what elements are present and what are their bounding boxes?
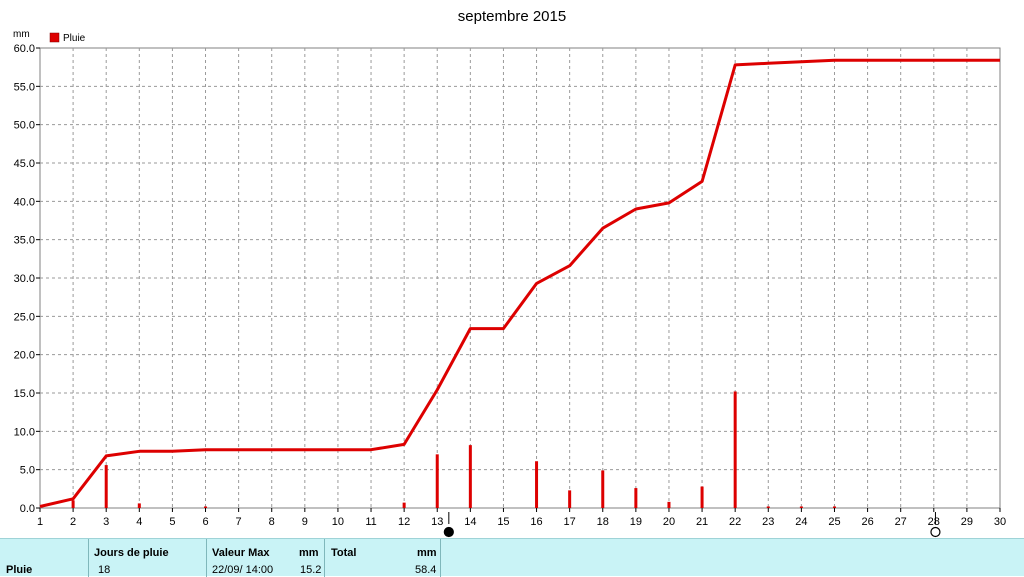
max-value-header: Valeur Max [212,547,270,559]
y-tick-label: 25.0 [14,311,35,323]
total-value: 58.4 [415,564,437,576]
x-tick-label: 30 [994,516,1006,528]
x-tick-label: 24 [795,516,807,528]
x-tick-label: 13 [431,516,443,528]
daily-rain-bar [204,506,208,508]
max-value-unit: mm [299,547,319,559]
footer-divider [88,539,89,577]
footer-divider [206,539,207,577]
y-tick-label: 0.0 [20,503,35,515]
full-moon-icon [443,526,454,538]
daily-rain-bar [733,391,737,508]
x-tick-label: 3 [103,516,109,528]
y-tick-label: 35.0 [14,235,35,247]
y-tick-label: 15.0 [14,388,35,400]
daily-rain-bars [71,391,836,508]
legend-label: Pluie [63,33,86,44]
x-tick-label: 25 [828,516,840,528]
rain-chart: septembre 2015 mm Pluie 0.05.010.015.020… [13,8,1006,538]
x-tick-label: 4 [136,516,142,528]
rain-days-header: Jours de pluie [94,547,169,559]
x-tick-label: 27 [895,516,907,528]
chart-title: septembre 2015 [458,8,566,25]
y-tick-label: 10.0 [14,426,35,438]
daily-rain-bar [468,445,472,508]
total-header: Total [331,547,357,559]
daily-rain-bar [402,502,406,508]
footer-divider [440,539,441,577]
x-tick-label: 5 [169,516,175,528]
y-tick-label: 50.0 [14,120,35,132]
y-tick-label: 55.0 [14,81,35,93]
x-tick-label: 28 [928,516,940,528]
x-tick-label: 15 [497,516,509,528]
daily-rain-bar [766,506,770,508]
daily-rain-bar [799,506,803,508]
footer-divider [324,539,325,577]
legend-swatch [49,32,60,43]
x-tick-label: 22 [729,516,741,528]
x-tick-label: 21 [696,516,708,528]
daily-rain-bar [700,486,704,508]
moon-phase-markers [443,512,941,538]
y-axis: 0.0 5.0 10.0 15.0 20.0 25.0 30.0 35.0 40.0 45.0 50… [14,43,40,515]
x-tick-label: 8 [269,516,275,528]
x-tick-label: 20 [663,516,675,528]
daily-rain-bar [535,461,539,508]
y-tick-label: 30.0 [14,273,35,285]
x-tick-label: 7 [236,516,242,528]
footer-row-label: Pluie [6,564,33,576]
x-tick-label: 2 [70,516,76,528]
x-tick-label: 16 [530,516,542,528]
y-tick-label: 45.0 [14,158,35,170]
daily-rain-bar [667,501,671,508]
y-unit-label: mm [13,29,30,40]
x-tick-label: 18 [597,516,609,528]
x-tick-label: 23 [762,516,774,528]
new-moon-icon [930,526,941,538]
daily-rain-bar [435,454,439,508]
x-tick-label: 1 [37,516,43,528]
x-tick-label: 29 [961,516,973,528]
x-tick-label: 26 [861,516,873,528]
y-tick-label: 40.0 [14,196,35,208]
daily-rain-bar [634,488,638,508]
y-tick-label: 20.0 [14,350,35,362]
grid-lines [40,48,1000,508]
x-tick-label: 10 [332,516,344,528]
daily-rain-bar [601,470,605,508]
y-tick-label: 60.0 [14,43,35,55]
max-value-value: 15.2 [300,564,322,576]
daily-rain-bar [104,465,108,508]
daily-rain-bar [568,490,572,508]
x-tick-label: 17 [564,516,576,528]
x-tick-label: 11 [365,516,376,528]
x-tick-label: 14 [464,516,476,528]
daily-rain-bar [71,500,75,508]
x-tick-label: 12 [398,516,410,528]
summary-footer: Pluie Jours de pluie 18 Valeur Max mm 22… [0,538,1024,577]
daily-rain-bar [832,506,836,508]
y-tick-label: 5.0 [20,465,35,477]
x-axis: 1 2 3 4 5 6 7 8 9 10 11 12 13 14 15 16 17 18 19 20 21 22 23 24 2… [37,508,1006,528]
max-value-date: 22/09/ 14:00 [212,564,274,576]
total-unit: mm [417,547,437,559]
x-tick-label: 9 [302,516,308,528]
cumulative-series-line [39,58,1000,508]
cumulative-rain-line [39,58,1000,508]
rain-days-value: 18 [98,564,111,576]
x-tick-label: 6 [202,516,208,528]
x-tick-label: 19 [630,516,642,528]
daily-rain-bar [137,503,141,508]
